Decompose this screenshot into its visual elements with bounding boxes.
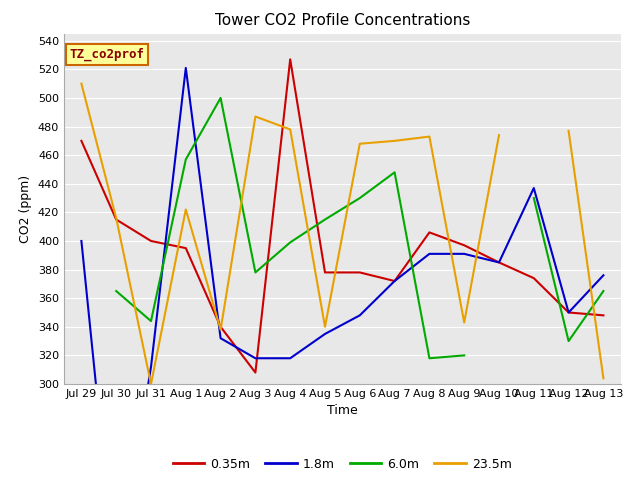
X-axis label: Time: Time (327, 405, 358, 418)
Text: TZ_co2prof: TZ_co2prof (70, 48, 145, 61)
Title: Tower CO2 Profile Concentrations: Tower CO2 Profile Concentrations (214, 13, 470, 28)
Legend: 0.35m, 1.8m, 6.0m, 23.5m: 0.35m, 1.8m, 6.0m, 23.5m (168, 453, 517, 476)
Y-axis label: CO2 (ppm): CO2 (ppm) (19, 175, 33, 243)
